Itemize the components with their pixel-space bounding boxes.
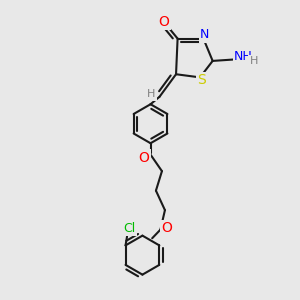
Text: H: H — [250, 56, 258, 66]
Text: O: O — [162, 221, 172, 235]
Text: O: O — [159, 15, 170, 29]
Text: O: O — [139, 151, 149, 165]
Text: N: N — [200, 28, 210, 41]
Text: H: H — [147, 89, 155, 99]
Text: Cl: Cl — [123, 222, 136, 235]
Text: NH: NH — [234, 50, 253, 63]
Text: S: S — [197, 74, 206, 87]
